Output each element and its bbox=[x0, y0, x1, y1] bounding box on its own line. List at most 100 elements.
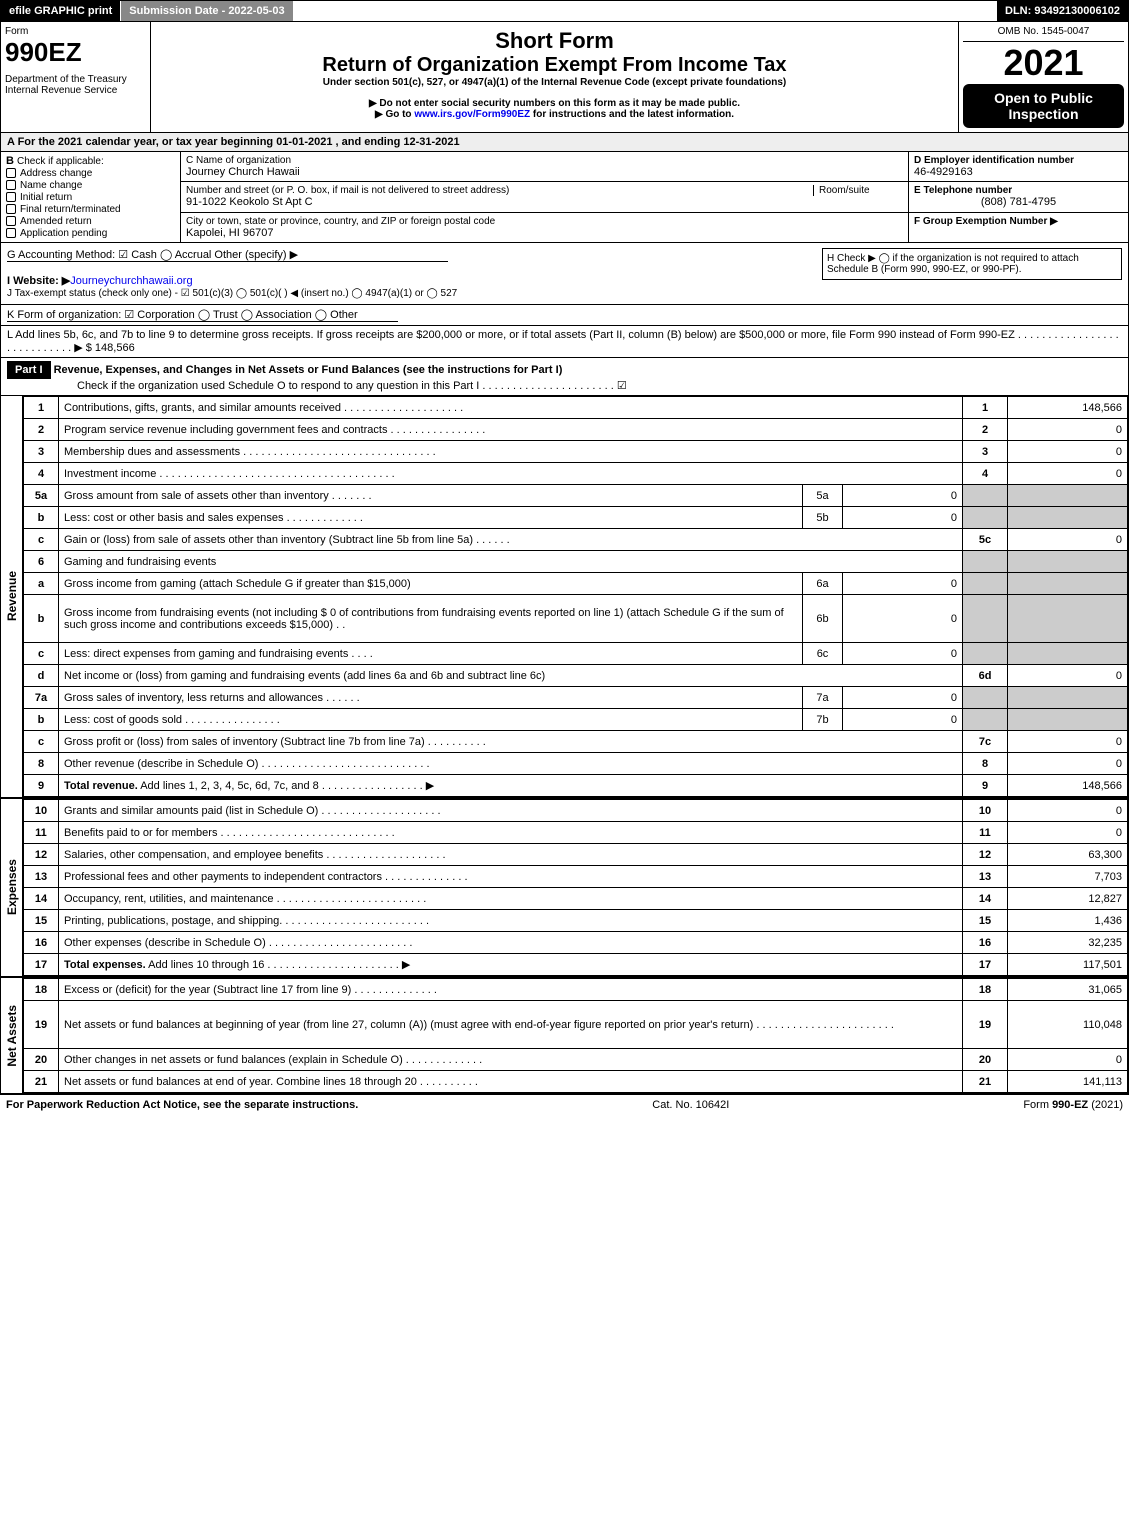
line-code: 13 bbox=[963, 866, 1008, 888]
line-code: 20 bbox=[963, 1049, 1008, 1071]
line-text: Gross sales of inventory, less returns a… bbox=[59, 687, 803, 709]
line-text: Less: cost of goods sold . . . . . . . .… bbox=[59, 709, 803, 731]
org-name: Journey Church Hawaii bbox=[186, 166, 903, 178]
line-amount: 0 bbox=[1008, 419, 1128, 441]
sub-code: 6a bbox=[803, 573, 843, 595]
line-code: 14 bbox=[963, 888, 1008, 910]
line-l: L Add lines 5b, 6c, and 7b to line 9 to … bbox=[0, 326, 1129, 358]
line-num: 3 bbox=[24, 441, 59, 463]
checkbox-address-change[interactable] bbox=[6, 168, 16, 178]
sub-code: 5b bbox=[803, 507, 843, 529]
line-code: 8 bbox=[963, 753, 1008, 775]
line-num: 4 bbox=[24, 463, 59, 485]
checkbox-final-return[interactable] bbox=[6, 204, 16, 214]
line-text: Contributions, gifts, grants, and simila… bbox=[59, 397, 963, 419]
efile-label[interactable]: efile GRAPHIC print bbox=[1, 1, 120, 21]
form-header: Form 990EZ Department of the Treasury In… bbox=[0, 22, 1129, 133]
line-text: Professional fees and other payments to … bbox=[59, 866, 963, 888]
line-num: 9 bbox=[24, 775, 59, 797]
checkbox-pending[interactable] bbox=[6, 228, 16, 238]
line-text: Total expenses. Add lines 10 through 16 … bbox=[59, 954, 963, 976]
line-amount: 0 bbox=[1008, 463, 1128, 485]
footer: For Paperwork Reduction Act Notice, see … bbox=[0, 1094, 1129, 1115]
sub-code: 5a bbox=[803, 485, 843, 507]
line-num: 16 bbox=[24, 932, 59, 954]
line-num: 7a bbox=[24, 687, 59, 709]
line-text: Net assets or fund balances at beginning… bbox=[59, 1001, 963, 1049]
website-link[interactable]: Journeychurchhawaii.org bbox=[70, 275, 192, 287]
line-code: 1 bbox=[963, 397, 1008, 419]
line-code: 3 bbox=[963, 441, 1008, 463]
revenue-label: Revenue bbox=[5, 571, 19, 621]
line-i-label: I Website: ▶ bbox=[7, 275, 70, 287]
checkbox-name-change[interactable] bbox=[6, 180, 16, 190]
line-amount: 0 bbox=[1008, 665, 1128, 687]
line-amount: 1,436 bbox=[1008, 910, 1128, 932]
line-text: Gross income from fundraising events (no… bbox=[59, 595, 803, 643]
part-i-check: Check if the organization used Schedule … bbox=[77, 380, 627, 392]
line-num: 10 bbox=[24, 800, 59, 822]
form-label: Form bbox=[5, 26, 146, 37]
lbl-pending: Application pending bbox=[20, 228, 107, 239]
lbl-address-change: Address change bbox=[20, 168, 92, 179]
code-shade bbox=[963, 573, 1008, 595]
sub-code: 6c bbox=[803, 643, 843, 665]
line-code: 9 bbox=[963, 775, 1008, 797]
line-text: Gain or (loss) from sale of assets other… bbox=[59, 529, 963, 551]
sub-code: 6b bbox=[803, 595, 843, 643]
line-text: Total revenue. Add lines 1, 2, 3, 4, 5c,… bbox=[59, 775, 963, 797]
line-code: 10 bbox=[963, 800, 1008, 822]
amt-shade bbox=[1008, 687, 1128, 709]
line-num: 6 bbox=[24, 551, 59, 573]
checkbox-initial-return[interactable] bbox=[6, 192, 16, 202]
line-code: 16 bbox=[963, 932, 1008, 954]
line-text: Investment income . . . . . . . . . . . … bbox=[59, 463, 963, 485]
do-not-enter: ▶ Do not enter social security numbers o… bbox=[157, 98, 952, 109]
lbl-final-return: Final return/terminated bbox=[20, 204, 121, 215]
omb-number: OMB No. 1545-0047 bbox=[963, 26, 1124, 42]
street-value: 91-1022 Keokolo St Apt C bbox=[186, 196, 903, 208]
line-j: J Tax-exempt status (check only one) - ☑… bbox=[7, 288, 457, 299]
line-num: 19 bbox=[24, 1001, 59, 1049]
sub-amount: 0 bbox=[843, 485, 963, 507]
line-num: b bbox=[24, 507, 59, 529]
part-i-title: Revenue, Expenses, and Changes in Net As… bbox=[54, 364, 563, 376]
e-tel-label: E Telephone number bbox=[914, 185, 1012, 196]
line-num: c bbox=[24, 731, 59, 753]
street-label: Number and street (or P. O. box, if mail… bbox=[186, 185, 813, 196]
line-amount: 0 bbox=[1008, 822, 1128, 844]
line-amount: 0 bbox=[1008, 529, 1128, 551]
line-text: Excess or (deficit) for the year (Subtra… bbox=[59, 979, 963, 1001]
line-code: 12 bbox=[963, 844, 1008, 866]
under-section: Under section 501(c), 527, or 4947(a)(1)… bbox=[157, 77, 952, 88]
code-shade bbox=[963, 643, 1008, 665]
irs-link[interactable]: www.irs.gov/Form990EZ bbox=[414, 109, 530, 120]
code-shade bbox=[963, 507, 1008, 529]
line-code: 11 bbox=[963, 822, 1008, 844]
dln: DLN: 93492130006102 bbox=[997, 1, 1128, 21]
sub-amount: 0 bbox=[843, 709, 963, 731]
tax-year: 2021 bbox=[963, 42, 1124, 84]
line-num: 17 bbox=[24, 954, 59, 976]
org-info-grid: B Check if applicable: Address change Na… bbox=[0, 152, 1129, 243]
line-num: c bbox=[24, 643, 59, 665]
line-text: Program service revenue including govern… bbox=[59, 419, 963, 441]
amt-shade bbox=[1008, 595, 1128, 643]
footer-mid: Cat. No. 10642I bbox=[652, 1099, 729, 1111]
line-num: 12 bbox=[24, 844, 59, 866]
form-990ez: 990EZ bbox=[5, 37, 146, 68]
line-text: Net assets or fund balances at end of ye… bbox=[59, 1071, 963, 1093]
goto-link[interactable]: ▶ Go to www.irs.gov/Form990EZ for instru… bbox=[157, 109, 952, 120]
checkbox-amended[interactable] bbox=[6, 216, 16, 226]
d-ein-label: D Employer identification number bbox=[914, 155, 1074, 166]
f-group-label: F Group Exemption Number ▶ bbox=[914, 216, 1058, 227]
check-if-applicable: Check if applicable: bbox=[17, 156, 104, 167]
line-text: Membership dues and assessments . . . . … bbox=[59, 441, 963, 463]
open-to-public: Open to Public Inspection bbox=[963, 84, 1124, 128]
line-num: 18 bbox=[24, 979, 59, 1001]
line-amount: 110,048 bbox=[1008, 1001, 1128, 1049]
line-amount: 0 bbox=[1008, 441, 1128, 463]
amt-shade bbox=[1008, 485, 1128, 507]
department: Department of the Treasury Internal Reve… bbox=[5, 74, 146, 96]
line-code: 4 bbox=[963, 463, 1008, 485]
